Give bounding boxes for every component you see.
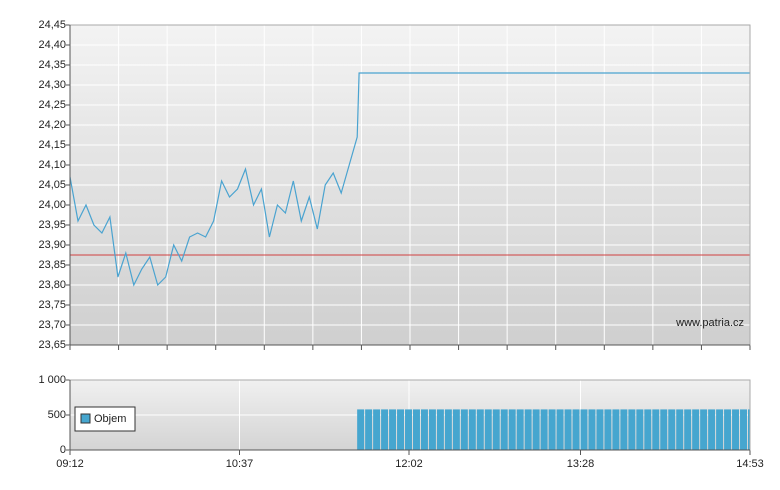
- volume-bar: [572, 409, 580, 450]
- volume-bar: [548, 409, 556, 450]
- x-tick-label: 12:02: [395, 458, 423, 470]
- y-tick-label: 24,45: [38, 19, 66, 31]
- y-tick-label: 24,25: [38, 99, 66, 111]
- volume-bar: [540, 409, 548, 450]
- y-tick-label: 24,15: [38, 139, 66, 151]
- volume-bar: [700, 409, 708, 450]
- volume-bar: [420, 409, 428, 450]
- y-tick-label: 23,80: [38, 279, 66, 291]
- volume-bar: [604, 409, 612, 450]
- x-tick-label: 10:37: [226, 458, 254, 470]
- volume-bar: [444, 409, 452, 450]
- volume-bar: [692, 409, 700, 450]
- legend-label: Objem: [94, 413, 126, 425]
- volume-bar: [668, 409, 676, 450]
- volume-bar: [660, 409, 668, 450]
- volume-bar: [373, 409, 381, 450]
- y-tick-label: 23,85: [38, 259, 66, 271]
- layer: 23,65 23,70 23,75 23,80 23,85 23,90 23,95 24,00…: [38, 19, 763, 470]
- volume-bar: [708, 409, 716, 450]
- volume-bar: [405, 409, 412, 450]
- volume-bar: [596, 409, 604, 450]
- y-tick-label: 24,20: [38, 119, 66, 131]
- volume-bar: [500, 409, 508, 450]
- volume-bar: [628, 409, 636, 450]
- volume-bar: [652, 409, 660, 450]
- x-tick-label: 14:53: [736, 458, 764, 470]
- volume-bar: [636, 409, 644, 450]
- y-tick-label: 24,00: [38, 199, 66, 211]
- volume-bar: [748, 409, 750, 450]
- volume-bar: [428, 409, 436, 450]
- volume-bar: [357, 409, 365, 450]
- volume-bar: [412, 409, 420, 450]
- volume-bar: [716, 409, 724, 450]
- volume-bar: [436, 409, 444, 450]
- y-tick-label: 23,75: [38, 299, 66, 311]
- volume-bar: [484, 409, 492, 450]
- volume-bar: [612, 409, 620, 450]
- volume-bar: [588, 409, 596, 450]
- y-tick-label: 23,90: [38, 239, 66, 251]
- volume-bar: [452, 409, 460, 450]
- y-tick-label: 24,10: [38, 159, 66, 171]
- volume-bar: [740, 409, 748, 450]
- volume-bar: [516, 409, 524, 450]
- volume-bar: [684, 409, 692, 450]
- y-tick-label: 24,40: [38, 39, 66, 51]
- y-tick-label: 1 000: [38, 374, 66, 386]
- volume-bar: [381, 409, 389, 450]
- volume-bar: [676, 409, 684, 450]
- volume-bar: [620, 409, 628, 450]
- y-tick-label: 24,30: [38, 79, 66, 91]
- volume-bar: [508, 409, 516, 450]
- legend-swatch: [80, 413, 91, 424]
- x-tick-label: 13:28: [567, 458, 595, 470]
- y-tick-label: 23,95: [38, 219, 66, 231]
- y-tick-label: 500: [48, 409, 66, 421]
- volume-bar: [724, 409, 732, 450]
- volume-bar: [397, 409, 405, 450]
- volume-bar: [644, 409, 652, 450]
- y-tick-label: 24,35: [38, 59, 66, 71]
- volume-bar: [492, 409, 500, 450]
- volume-bar: [524, 409, 532, 450]
- volume-bar: [532, 409, 540, 450]
- y-tick-label: 0: [60, 444, 66, 456]
- y-tick-label: 23,70: [38, 319, 66, 331]
- y-tick-label: 24,05: [38, 179, 66, 191]
- volume-bar: [564, 409, 572, 450]
- volume-bar: [468, 409, 476, 450]
- volume-bar: [389, 409, 397, 450]
- price-line: [70, 72, 750, 287]
- volume-bar: [732, 409, 740, 450]
- volume-bar: [365, 409, 373, 450]
- volume-bar: [460, 409, 468, 450]
- x-tick-label: 09:12: [56, 458, 84, 470]
- y-tick-label: 23,65: [38, 339, 66, 351]
- volume-bar: [580, 409, 588, 450]
- volume-bar: [476, 409, 484, 450]
- volume-bar: [556, 409, 564, 450]
- watermark: www.patria.cz: [675, 317, 744, 329]
